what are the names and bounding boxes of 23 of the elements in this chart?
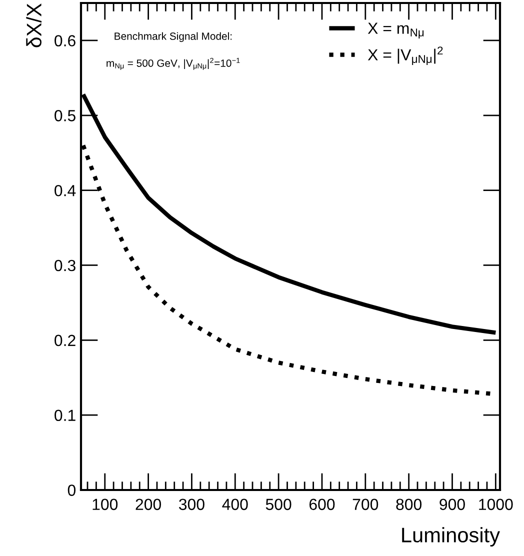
y-tick-label: 0.5 [54, 110, 76, 122]
y-tick-label: 0.1 [54, 410, 76, 422]
y-tick-label: 0.3 [54, 260, 76, 272]
x-tick-label: 200 [136, 498, 161, 510]
x-tick-label: 700 [352, 498, 378, 510]
annotation: m$_{Nμ}$ = 500 GeV, |V$_{μNμ}$|$^{2}$=10$^{−1}$ [106, 58, 240, 70]
legend-label: X = |V$_{μNμ}$|$^{2}$ [368, 46, 443, 65]
x-tick-label: 800 [396, 498, 422, 510]
x-tick-label: 600 [309, 498, 335, 510]
x-tick-label: 100 [92, 498, 118, 510]
y-tick-label: 0.6 [54, 35, 76, 46]
y-tick-label: 0.2 [54, 334, 76, 346]
x-tick-label: 900 [440, 498, 465, 510]
y-axis-title: δX/X [26, 3, 42, 48]
annotation: Benchmark Signal Model: [114, 32, 232, 42]
x-tick-label: 500 [266, 498, 292, 510]
y-tick-label: 0 [68, 484, 76, 496]
x-tick-label: 400 [222, 498, 248, 510]
x-axis-title: Luminosity [402, 527, 500, 547]
x-tick-label: 1000 [479, 498, 513, 510]
legend-label: X = m$_{Nμ}$ [368, 22, 424, 38]
y-tick-label: 0.4 [54, 184, 76, 196]
x-tick-label: 300 [179, 498, 204, 510]
